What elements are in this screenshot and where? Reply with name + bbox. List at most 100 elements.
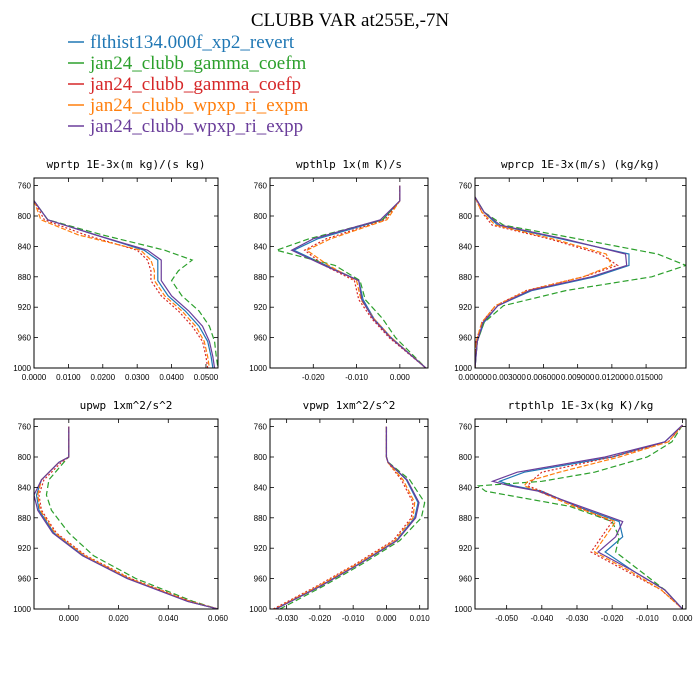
y-tick-label: 800	[254, 212, 268, 221]
y-tick-label: 800	[459, 453, 473, 462]
y-tick-label: 760	[459, 182, 473, 191]
x-tick-label: -0.030	[275, 614, 298, 623]
series-line	[34, 426, 218, 609]
y-tick-label: 880	[254, 514, 268, 523]
y-tick-label: 760	[254, 423, 268, 432]
y-tick-label: 840	[254, 483, 268, 492]
y-tick-label: 1000	[249, 364, 267, 373]
panel-title: rtpthlp 1E-3x(kg K)/kg	[508, 399, 654, 412]
x-tick-label: 0.0300	[125, 373, 150, 382]
x-tick-label: 0.000	[672, 614, 693, 623]
panel-title: wprcp 1E-3x(m/s) (kg/kg)	[501, 158, 660, 171]
panel-title: wpthlp 1x(m K)/s	[296, 158, 402, 171]
x-tick-label: -0.020	[302, 373, 325, 382]
series-line	[305, 185, 427, 368]
chart-panel: wprtp 1E-3x(m kg)/(s kg) 760 800 840 880 920 9…	[13, 158, 219, 382]
y-tick-label: 760	[254, 182, 268, 191]
chart-panel: upwp 1xm^2/s^2 760 800 840 880 920 960 1000 0.00…	[13, 399, 228, 623]
y-tick-label: 760	[18, 423, 32, 432]
series-line	[37, 426, 218, 609]
panel-title: wprtp 1E-3x(m kg)/(s kg)	[47, 158, 206, 171]
y-tick-label: 920	[254, 303, 268, 312]
y-tick-label: 840	[18, 242, 32, 251]
figure-title: CLUBB VAR at255E,-7N	[251, 10, 450, 31]
chart-panel: wpthlp 1x(m K)/s 760 800 840 880 920 960 1000 -0…	[249, 158, 429, 382]
legend-label: flthist134.000f_xp2_revert	[90, 32, 295, 53]
legend-label: jan24_clubb_wpxp_ri_expp	[89, 116, 303, 137]
x-tick-label: 0.0000	[22, 373, 47, 382]
y-tick-label: 840	[459, 242, 473, 251]
x-tick-label: 0.000	[390, 373, 411, 382]
y-tick-label: 880	[254, 273, 268, 282]
series-line	[38, 426, 218, 609]
y-tick-label: 920	[18, 544, 32, 553]
series-line	[45, 426, 218, 609]
series-line	[303, 185, 427, 368]
x-tick-label: 0.020	[109, 614, 130, 623]
plot-frame	[33, 418, 219, 610]
chart-panel: vpwp 1xm^2/s^2 760 800 840 880 920 960 1000 -0.0…	[249, 399, 430, 623]
series-line	[475, 196, 628, 368]
legend-item: jan24_clubb_wpxp_ri_expm	[68, 95, 309, 116]
y-tick-label: 960	[254, 575, 268, 584]
y-tick-label: 920	[254, 544, 268, 553]
y-tick-label: 1000	[249, 605, 267, 614]
y-tick-label: 1000	[454, 605, 472, 614]
y-tick-label: 960	[459, 334, 473, 343]
x-tick-label: -0.020	[601, 614, 624, 623]
series-line	[274, 185, 427, 368]
panel-title: upwp 1xm^2/s^2	[80, 399, 173, 412]
x-tick-label: 0.012000	[595, 373, 629, 382]
y-tick-label: 880	[18, 514, 32, 523]
series-group	[476, 424, 683, 609]
y-tick-label: 800	[459, 212, 473, 221]
y-tick-label: 1000	[13, 605, 31, 614]
series-group	[274, 185, 427, 368]
series-line	[275, 426, 420, 609]
panel-title: vpwp 1xm^2/s^2	[303, 399, 396, 412]
x-tick-label: 0.015000	[629, 373, 663, 382]
y-tick-label: 800	[254, 453, 268, 462]
y-tick-label: 1000	[454, 364, 472, 373]
x-tick-label: 0.040	[158, 614, 179, 623]
x-tick-label: 0.006000	[527, 373, 561, 382]
series-line	[34, 200, 209, 368]
x-tick-label: -0.010	[345, 373, 368, 382]
x-tick-label: 0.0500	[194, 373, 219, 382]
series-line	[523, 424, 683, 609]
x-tick-label: 0.010	[410, 614, 431, 623]
y-tick-label: 840	[18, 483, 32, 492]
plot-frame	[269, 418, 429, 610]
series-line	[34, 200, 218, 368]
x-tick-label: -0.050	[495, 614, 518, 623]
x-tick-label: 0.009000	[561, 373, 595, 382]
plot-frame	[269, 177, 429, 369]
series-line	[279, 426, 426, 609]
y-tick-label: 880	[459, 514, 473, 523]
y-tick-label: 960	[18, 575, 32, 584]
x-tick-label: -0.040	[530, 614, 553, 623]
y-tick-label: 920	[459, 303, 473, 312]
y-tick-label: 920	[459, 544, 473, 553]
x-tick-label: 0.0200	[91, 373, 116, 382]
y-tick-label: 960	[254, 334, 268, 343]
y-tick-label: 920	[18, 303, 32, 312]
x-tick-label: 0.0400	[159, 373, 184, 382]
series-line	[34, 200, 210, 368]
y-tick-label: 960	[459, 575, 473, 584]
series-group	[273, 426, 426, 609]
plot-frame	[474, 177, 687, 369]
legend-item: jan24_clubb_wpxp_ri_expp	[68, 116, 303, 137]
legend-item: jan24_clubb_gamma_coefm	[68, 53, 307, 74]
y-tick-label: 800	[18, 453, 32, 462]
x-tick-label: 0.000	[376, 614, 397, 623]
x-tick-label: 0.0100	[56, 373, 81, 382]
x-tick-label: -0.010	[636, 614, 659, 623]
y-tick-label: 880	[459, 273, 473, 282]
y-tick-label: 760	[459, 423, 473, 432]
x-tick-label: -0.010	[342, 614, 365, 623]
y-tick-label: 880	[18, 273, 32, 282]
series-line	[475, 196, 686, 368]
y-tick-label: 840	[459, 483, 473, 492]
